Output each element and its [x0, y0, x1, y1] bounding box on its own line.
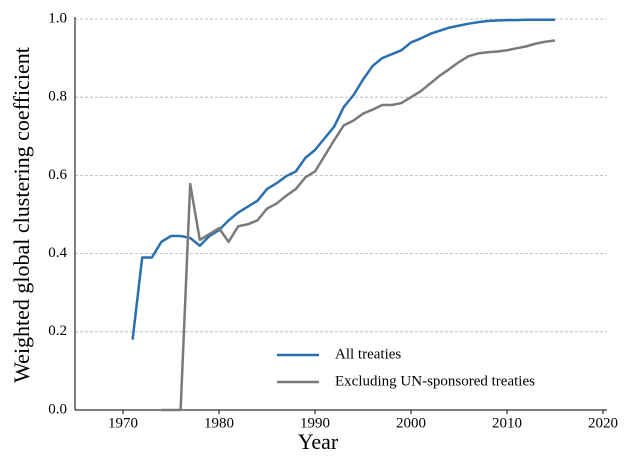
y-tick-label: 0.6 — [48, 167, 67, 183]
y-tick-label: 0.2 — [48, 323, 67, 339]
x-tick-label: 1990 — [300, 415, 330, 431]
x-tick-label: 2000 — [396, 415, 426, 431]
x-tick-label: 2010 — [492, 415, 522, 431]
x-tick-label: 2020 — [588, 415, 618, 431]
legend-label: All treaties — [335, 346, 401, 362]
y-tick-label: 0.0 — [48, 401, 67, 417]
x-tick-label: 1970 — [108, 415, 138, 431]
y-tick-label: 0.4 — [48, 245, 67, 261]
x-axis-label: Year — [298, 429, 339, 454]
y-tick-label: 1.0 — [48, 10, 67, 26]
series-line — [161, 39, 556, 412]
y-axis-label: Weighted global clustering coefficient — [9, 47, 34, 383]
legend-label: Excluding UN-sponsored treaties — [335, 373, 535, 389]
x-tick-label: 1980 — [204, 415, 234, 431]
y-tick-label: 0.8 — [48, 89, 67, 105]
series-line — [131, 18, 555, 340]
